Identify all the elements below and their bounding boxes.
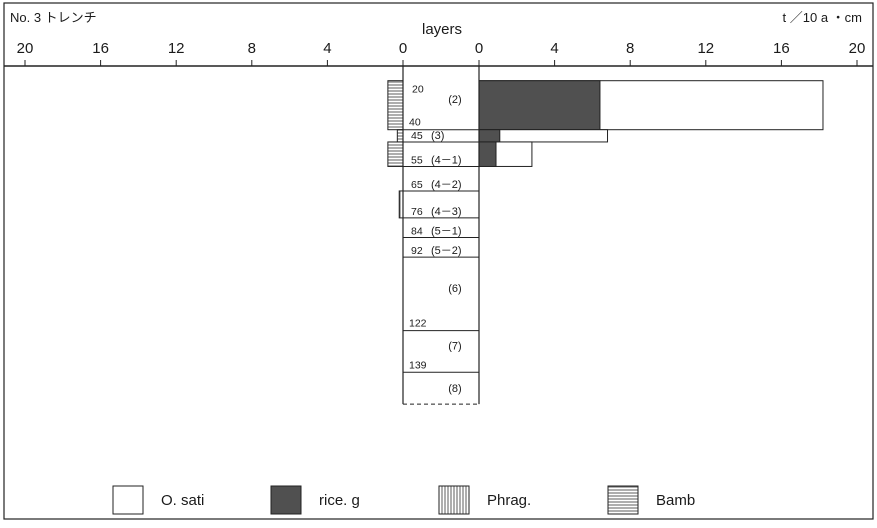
- left-tick-label: 12: [168, 40, 185, 57]
- layer-name: (8): [448, 383, 461, 395]
- depth-label: 55: [411, 154, 423, 166]
- right-tick-label: 20: [849, 40, 866, 57]
- legend-swatch-white: [112, 485, 144, 515]
- right-tick-label: 4: [550, 40, 558, 57]
- depth-label: 84: [411, 226, 423, 238]
- layer-name: (4－2): [431, 179, 462, 191]
- legend: O. sati rice. g Phrag. Bamb: [112, 485, 695, 515]
- left-tick-label: 0: [399, 40, 407, 57]
- right-tick-label: 12: [697, 40, 714, 57]
- layer-name: (3): [431, 130, 444, 142]
- legend-swatch-horizontal: [607, 485, 639, 515]
- depth-label: 92: [411, 245, 423, 257]
- depth-label: 122: [409, 318, 427, 330]
- left-tick-label: 8: [248, 40, 256, 57]
- bar-horizontal-layer-0: [387, 80, 404, 131]
- unit-label: t ／10 a ・cm: [783, 10, 862, 25]
- bar-horizontal-layer-2: [387, 141, 404, 167]
- depth-label: 139: [409, 359, 427, 371]
- bars-group: [387, 80, 824, 219]
- bar-dark-layer-1: [478, 129, 501, 143]
- outer-frame: [3, 2, 874, 520]
- legend-label: rice. g: [319, 492, 360, 509]
- layer-name: (5－2): [431, 245, 462, 257]
- left-tick-label: 16: [92, 40, 109, 57]
- legend-label: Phrag.: [487, 492, 531, 509]
- trench-title: No. 3 トレンチ: [10, 10, 97, 25]
- depth-label: 65: [411, 179, 423, 191]
- legend-swatch-vertical: [438, 485, 470, 515]
- left-tick-label: 20: [17, 40, 34, 57]
- right-tick-label: 16: [773, 40, 790, 57]
- bar-horizontal-layer-1: [396, 129, 404, 143]
- right-axis-ticks: 0 4 8 12 16 20: [475, 40, 866, 66]
- layer-name: (7): [448, 340, 461, 352]
- bar-dark-layer-0: [478, 80, 601, 131]
- layer-name: (4－3): [431, 206, 462, 218]
- legend-swatch-dark: [270, 485, 302, 515]
- bar-dark-layer-2: [478, 141, 497, 167]
- right-tick-label: 0: [475, 40, 483, 57]
- legend-label: Bamb: [656, 492, 695, 509]
- layer-column: 20 40 (2) 45 (3) 55 (4－1) 65 (4－2) 76 (4－3) 84 (5－1)…: [402, 66, 480, 405]
- depth-label: 76: [411, 206, 423, 218]
- layer-name: (2): [448, 94, 461, 106]
- left-tick-label: 4: [323, 40, 331, 57]
- depth-label: 20: [412, 84, 424, 96]
- depth-label: 45: [411, 130, 423, 142]
- left-axis-ticks: 20 16 12 8 4 0: [17, 40, 407, 66]
- legend-label: O. sati: [161, 492, 204, 509]
- layer-name: (5－1): [431, 226, 462, 238]
- layer-name: (6): [448, 283, 461, 295]
- layer-name: (4－1): [431, 154, 462, 166]
- center-label: layers: [422, 21, 462, 38]
- right-tick-label: 8: [626, 40, 634, 57]
- depth-label: 40: [409, 117, 421, 129]
